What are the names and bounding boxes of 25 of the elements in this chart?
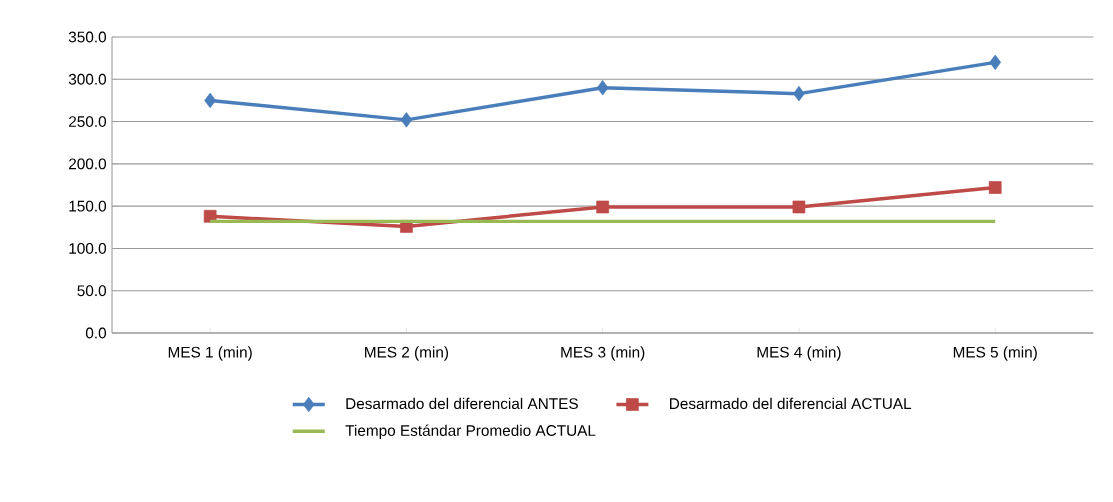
x-tick-label: MES 5 (min) [953,346,1037,361]
x-tick-label: MES 1 (min) [168,346,252,361]
point [792,200,806,214]
legend-label: Tiempo Estándar Promedio ACTUAL [345,424,596,439]
legend-label: Desarmado del diferencial ANTES [346,397,578,410]
y-tick-label: 150.0 [69,200,107,212]
point [203,209,217,223]
y-tick-label: 50.0 [77,285,107,297]
y-tick-label: 0.0 [85,327,107,339]
y-tick-label: 200.0 [69,158,107,170]
x-tick-label: MES 2 (min) [365,346,449,361]
x-tick-label: MES 3 (min) [561,346,645,361]
legend-label: Desarmado del diferencial ACTUAL [670,397,912,410]
y-tick-label: 100.0 [69,242,107,254]
point [596,80,609,96]
y-tick-label: 250.0 [69,116,107,127]
x-tick-label: MES 4 (min) [757,346,841,361]
point [988,181,1002,194]
y-tick-label: 300.0 [68,73,107,85]
point [989,54,1002,71]
y-tick-label: 350.0 [68,31,107,43]
point [204,92,216,109]
point [596,200,610,214]
point [793,85,805,102]
point [400,112,413,128]
